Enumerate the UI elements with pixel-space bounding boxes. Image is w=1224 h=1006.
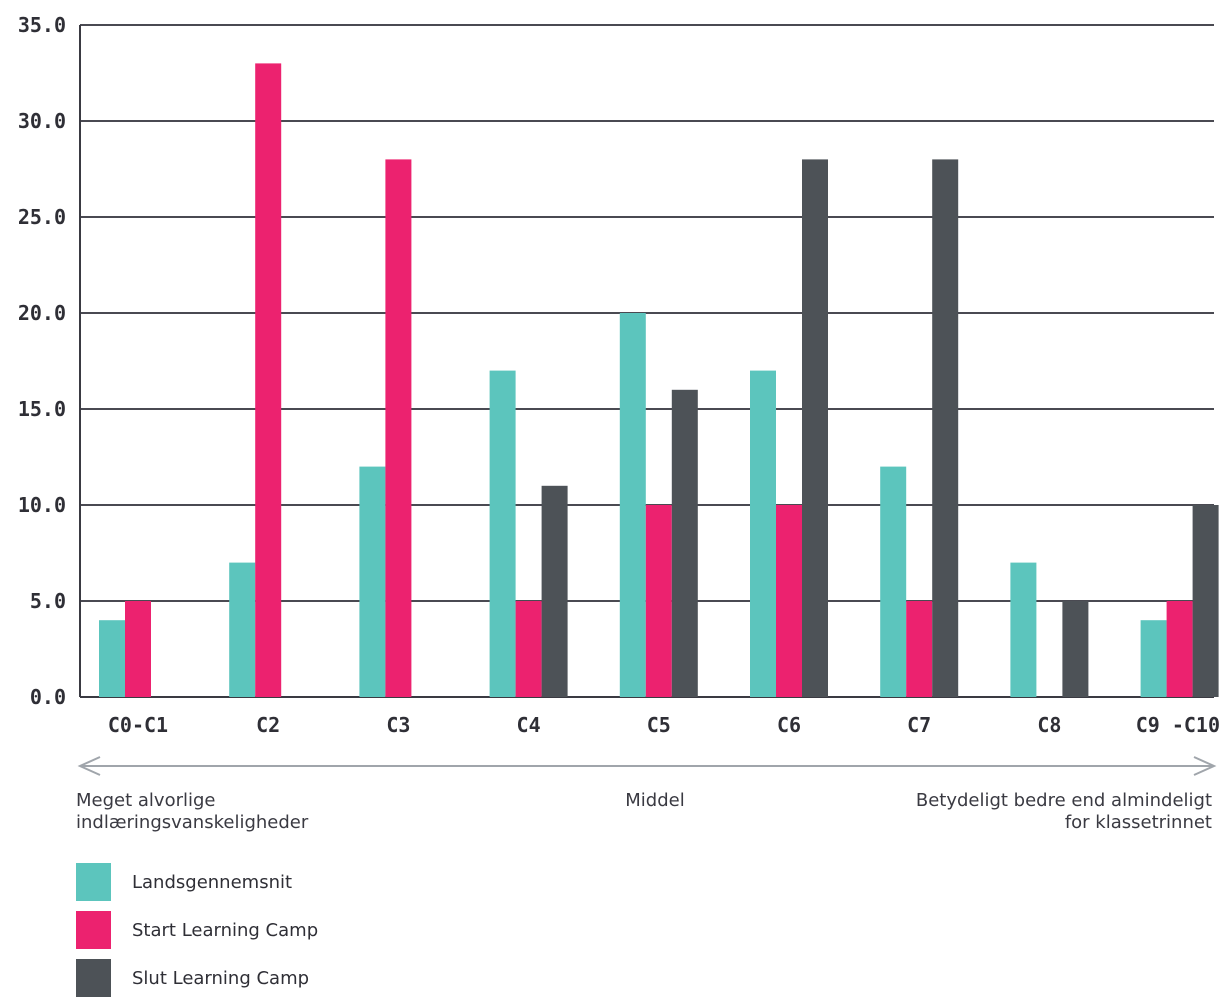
y-tick-label: 35.0 xyxy=(18,13,66,37)
bar xyxy=(229,562,256,697)
bar-chart: 0.0 5.0 10.0 15.0 20.0 25.0 30.0 35.0 C0-C1 C2 C3… xyxy=(18,13,1220,776)
scale-label-right: Betydeligt bedre end almindeligt for kla… xyxy=(915,790,1212,833)
legend-swatch-landsgennemsnit xyxy=(76,863,111,901)
x-tick-label: C6 xyxy=(777,713,801,737)
y-tick-label: 20.0 xyxy=(18,301,66,325)
bar xyxy=(906,601,933,697)
bar xyxy=(1192,505,1219,697)
bar xyxy=(1166,601,1193,697)
y-tick-label: 10.0 xyxy=(18,493,66,517)
bar xyxy=(645,505,672,697)
x-axis-ticks: C0-C1 C2 C3 C4 C5 C6 C7 C8 C9 -C10 xyxy=(108,713,1220,737)
legend-label: Landsgennemsnit xyxy=(132,871,293,893)
y-tick-label: 25.0 xyxy=(18,205,66,229)
bars xyxy=(99,63,1219,697)
bar xyxy=(515,601,542,697)
bar xyxy=(750,370,776,697)
legend-item-landsgennemsnit: Landsgennemsnit xyxy=(76,862,318,902)
bar xyxy=(1010,562,1037,697)
bar xyxy=(1062,601,1089,697)
bar xyxy=(802,159,828,697)
x-tick-label: C4 xyxy=(517,713,541,737)
scale-arrow xyxy=(77,756,1217,776)
x-tick-label: C7 xyxy=(907,713,931,737)
bar xyxy=(255,63,282,697)
y-tick-label: 30.0 xyxy=(18,109,66,133)
scale-label-left: Meget alvorlige indlæringsvanskeligheder xyxy=(76,790,309,833)
y-tick-label: 5.0 xyxy=(30,589,66,613)
legend-swatch-slut xyxy=(76,959,111,997)
bar xyxy=(776,505,802,697)
bar xyxy=(880,466,907,697)
legend-item-slut: Slut Learning Camp xyxy=(76,958,318,998)
x-tick-label: C8 xyxy=(1037,713,1061,737)
legend-label: Start Learning Camp xyxy=(132,919,319,941)
legend-swatch-start xyxy=(76,911,111,949)
y-tick-label: 0.0 xyxy=(30,685,66,709)
bar xyxy=(671,389,698,697)
bar xyxy=(125,601,151,697)
y-tick-label: 15.0 xyxy=(18,397,66,421)
scale-label-middle: Middel xyxy=(625,790,685,811)
bar xyxy=(1140,620,1167,697)
x-tick-label: C5 xyxy=(647,713,671,737)
bar xyxy=(932,159,959,697)
legend-item-start: Start Learning Camp xyxy=(76,910,318,950)
y-axis-ticks: 0.0 5.0 10.0 15.0 20.0 25.0 30.0 35.0 xyxy=(18,13,66,709)
legend: Landsgennemsnit Start Learning Camp Slut… xyxy=(76,862,318,1006)
bar xyxy=(385,159,412,697)
x-tick-label: C9 -C10 xyxy=(1136,713,1220,737)
legend-label: Slut Learning Camp xyxy=(132,967,310,989)
x-tick-label: C2 xyxy=(256,713,280,737)
x-tick-label: C0-C1 xyxy=(108,713,168,737)
bar xyxy=(99,620,125,697)
bar xyxy=(619,313,646,697)
bar xyxy=(489,370,516,697)
bar xyxy=(359,466,386,697)
x-tick-label: C3 xyxy=(386,713,410,737)
bar xyxy=(541,485,568,697)
